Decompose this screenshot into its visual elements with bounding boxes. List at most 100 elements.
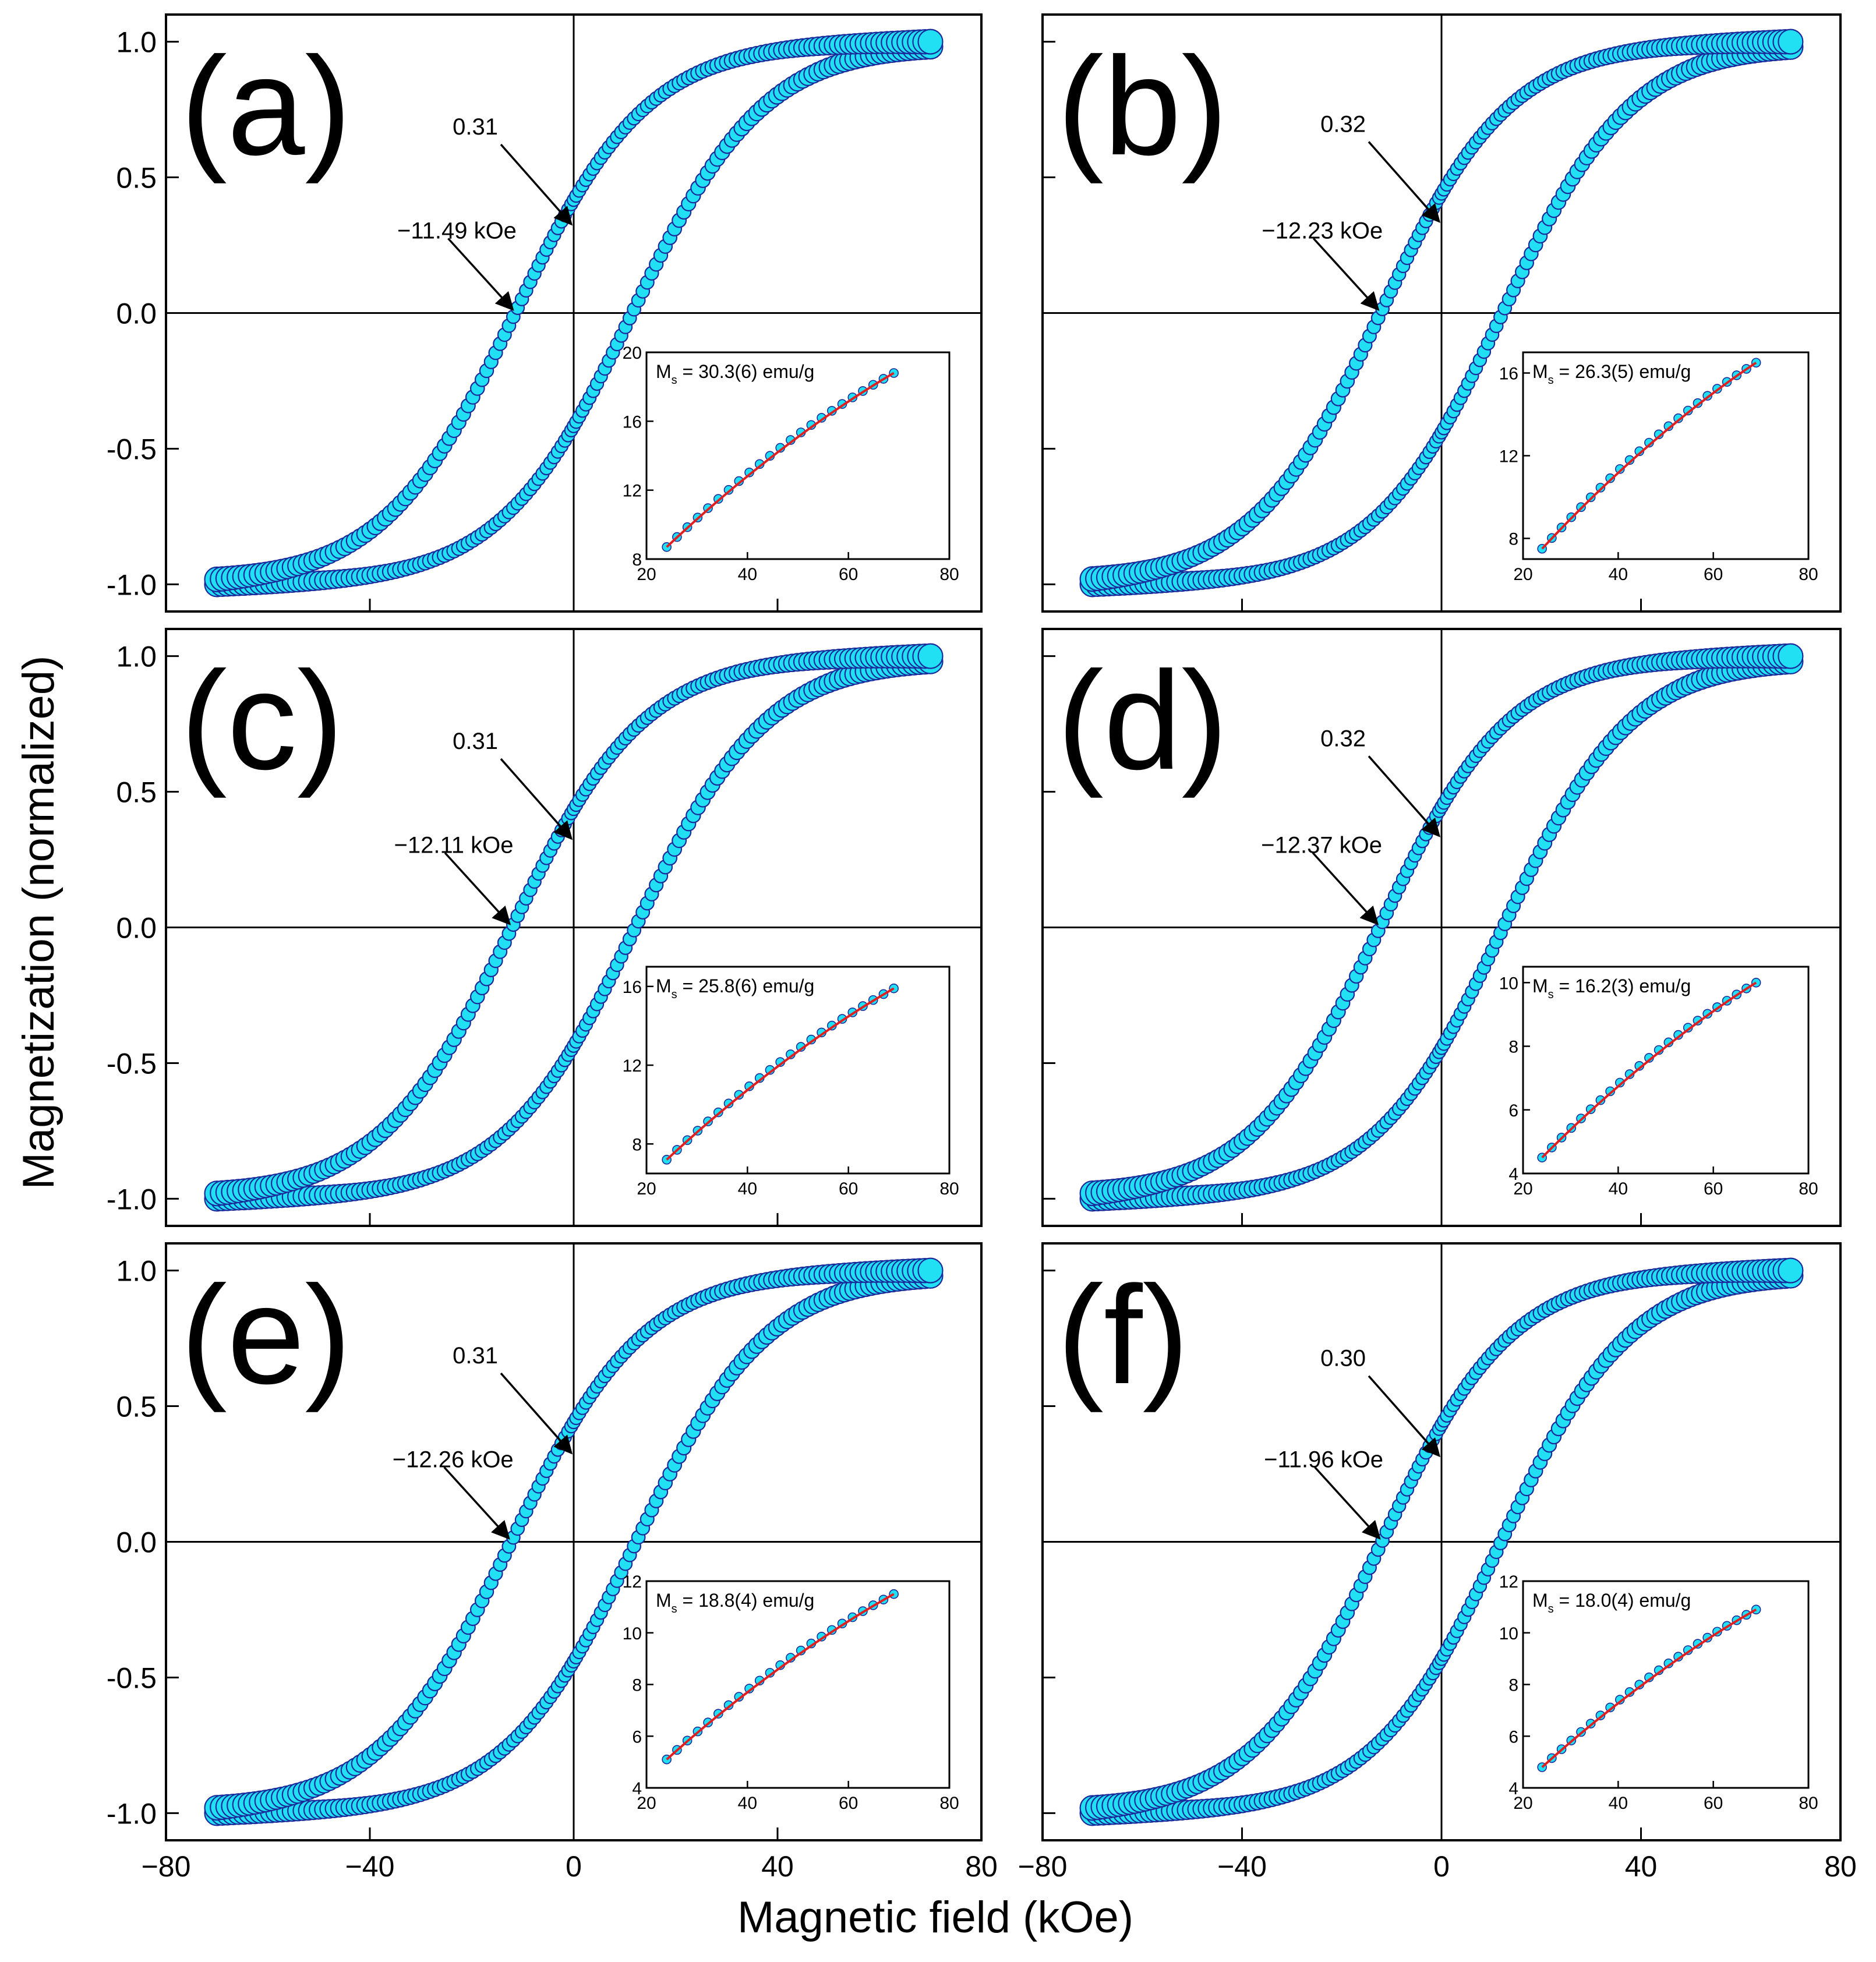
panel-label: (c) (181, 642, 344, 798)
panel-c: 1.0 0.5 0.0 -0.5 -1.0 0.31 −12.11 kOe (c) 20 40 60… (107, 628, 983, 1227)
inset-x-tick-label: 40 (738, 1179, 757, 1199)
y-tick-label: -1.0 (107, 568, 157, 601)
inset-frame (645, 1580, 951, 1789)
panels: 1.00.50.0-0.5-1.00.31−11.49 kOe(a)20 40 60… (107, 13, 1857, 1883)
inset-y-tick-label: 12 (623, 482, 642, 501)
inset-y-tick-label: 8 (632, 1676, 642, 1695)
hysteresis-loop (1079, 1257, 1804, 1826)
panel-d: 0.32 −12.37 kOe (d) 20 40 60 80 4 6 8 10 Ms = 16.2(… (1041, 628, 1842, 1227)
inset-frame (1522, 966, 1810, 1175)
ms-subscript: s (1548, 1603, 1554, 1615)
remanence-label: 0.30 (1320, 1346, 1366, 1371)
panel-label: (e) (181, 1257, 351, 1413)
inset-y-tick-label: 10 (1499, 1624, 1518, 1643)
coercivity-arrow (444, 852, 511, 925)
data-point-descending (1778, 29, 1804, 55)
y-tick-label: 0.0 (116, 1526, 157, 1559)
ms-symbol: M (656, 361, 672, 382)
ms-value: = 18.8(4) emu/g (677, 1590, 815, 1611)
inset-y-tick-label: 10 (623, 1624, 642, 1643)
hysteresis-loop (1079, 29, 1804, 598)
inset-y-tick-label: 6 (632, 1727, 642, 1747)
inset-plot: 20 40 60 80 8 12 16 Ms = 25.8(6) emu/g (623, 966, 959, 1199)
inset-x-tick-label: 80 (1799, 1794, 1818, 1813)
inset-y-tick-label: 4 (1508, 1165, 1518, 1184)
inset-y-tick-label: 16 (623, 412, 642, 432)
inset-x-tick-label: 40 (738, 1794, 757, 1813)
inset-y-tick-label: 4 (1508, 1779, 1518, 1798)
inset-data-point (1595, 483, 1606, 493)
inset-x-tick-label: 40 (1609, 1179, 1628, 1199)
coercivity-label: −12.23 kOe (1262, 218, 1383, 244)
panel-label: (b) (1057, 28, 1228, 184)
inset-y-tick-label: 4 (632, 1779, 642, 1798)
coercivity-arrow (1314, 1466, 1381, 1540)
inset-x-tick-label: 60 (1704, 565, 1723, 584)
inset-y-tick-label: 12 (1499, 447, 1518, 466)
y-tick-label: 0.5 (116, 162, 157, 195)
hysteresis-loop (204, 643, 944, 1212)
inset-ms-label: Ms = 18.0(4) emu/g (1532, 1590, 1691, 1615)
inset-x-tick-label: 60 (839, 1794, 858, 1813)
coercivity-label: −12.37 kOe (1261, 833, 1382, 858)
inset-x-tick-label: 20 (637, 1794, 656, 1813)
inset-ms-label: Ms = 30.3(6) emu/g (656, 361, 814, 387)
inset-x-tick-label: 20 (1513, 1794, 1532, 1813)
ms-subscript: s (672, 1603, 677, 1615)
remanence-arrow (1368, 755, 1441, 837)
hysteresis-loop (204, 1257, 944, 1826)
y-tick-label: 0.5 (116, 1391, 157, 1423)
ms-symbol: M (656, 975, 672, 996)
coercivity-arrow (1312, 238, 1380, 311)
inset-frame (1522, 351, 1810, 560)
inset-y-tick-label: 8 (1508, 1038, 1518, 1057)
coercivity-arrow (447, 238, 514, 311)
x-tick-label: 80 (965, 1850, 998, 1883)
inset-x-tick-label: 80 (1799, 1179, 1818, 1199)
coercivity-arrow (1312, 852, 1379, 925)
inset-y-tick-label: 8 (632, 550, 642, 570)
remanence-label: 0.31 (453, 1343, 498, 1369)
x-tick-label: 40 (1625, 1850, 1658, 1883)
inset-x-tick-label: 60 (1704, 1179, 1723, 1199)
inset-plot: 20 40 60 80 8 12 16 20 Ms = 30.3(6) emu/g (623, 344, 959, 584)
remanence-arrow (500, 758, 573, 840)
inset-y-tick-label: 10 (1499, 974, 1518, 993)
y-tick-label: 0.0 (116, 912, 157, 945)
y-tick-label: -0.5 (107, 1661, 157, 1694)
y-tick-label: 1.0 (116, 26, 157, 59)
inset-ms-label: Ms = 26.3(5) emu/g (1532, 361, 1691, 387)
data-point-descending (1778, 1257, 1804, 1284)
remanence-arrow (1368, 141, 1441, 223)
inset-data-point (1595, 1095, 1606, 1105)
hysteresis-loop (1079, 643, 1804, 1212)
inset-ms-label: Ms = 16.2(3) emu/g (1532, 975, 1691, 1001)
ms-subscript: s (1548, 988, 1554, 1001)
inset-x-tick-label: 20 (1513, 565, 1532, 584)
ms-symbol: M (656, 1590, 672, 1611)
inset-y-tick-label: 12 (623, 1572, 642, 1592)
ms-subscript: s (1548, 374, 1554, 387)
inset-x-tick-label: 80 (1799, 565, 1818, 584)
coercivity-label: −11.49 kOe (397, 218, 517, 244)
inset-x-tick-label: 20 (637, 1179, 656, 1199)
panel-label: (a) (181, 28, 351, 184)
inset-y-tick-label: 6 (1508, 1101, 1518, 1120)
y-tick-label: -1.0 (107, 1797, 157, 1830)
inset-x-tick-label: 40 (1609, 1794, 1628, 1813)
inset-ms-label: Ms = 18.8(4) emu/g (656, 1590, 814, 1615)
panel-a: 1.0 0.5 0.0 -0.5 -1.0 0.31 −11.49 kOe (a) 20 40 60… (107, 13, 983, 613)
inset-fit-line (1541, 1609, 1757, 1768)
hysteresis-loop (204, 29, 944, 598)
inset-y-tick-label: 20 (623, 344, 642, 363)
coercivity-label: −12.11 kOe (394, 833, 514, 858)
inset-x-tick-label: 60 (839, 565, 858, 584)
inset-data-point (1605, 1086, 1615, 1097)
coercivity-label: −11.96 kOe (1264, 1447, 1383, 1473)
inset-y-tick-label: 16 (623, 978, 642, 997)
remanence-label: 0.31 (453, 729, 498, 754)
inset-ms-label: Ms = 25.8(6) emu/g (656, 975, 814, 1001)
inset-y-tick-label: 16 (1499, 365, 1518, 384)
inset-plot: 20 40 60 80 4 6 8 10 12 Ms = 18.0(4) emu/g (1499, 1572, 1818, 1813)
remanence-label: 0.32 (1320, 111, 1366, 137)
